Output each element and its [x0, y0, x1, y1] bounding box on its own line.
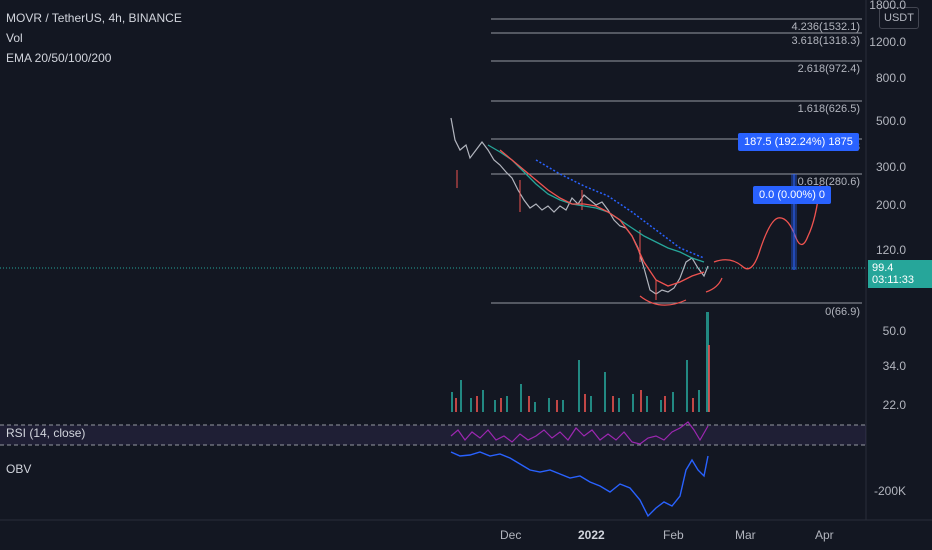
time-tick: Apr: [815, 528, 834, 542]
current-price-tag: 99.4 03:11:33: [868, 260, 932, 288]
price-tick: 50.0: [882, 324, 906, 338]
time-tick: Dec: [500, 528, 522, 542]
fib-label: 0.618(280.6): [797, 176, 860, 188]
time-tick: Feb: [663, 528, 684, 542]
price-tick: 500.0: [875, 114, 906, 128]
price-tick: 800.0: [875, 71, 906, 85]
fib-label: 3.618(1318.3): [791, 35, 861, 47]
fib-retracement[interactable]: [491, 18, 862, 304]
ema-legend[interactable]: EMA 20/50/100/200: [6, 51, 112, 65]
fib-label: 4.236(1532.1): [791, 21, 861, 33]
cup-arc: [639, 295, 687, 306]
price-tick: 200.0: [875, 198, 906, 212]
time-tick: 2022: [578, 528, 605, 542]
price-tick: 120.0: [875, 243, 906, 257]
projection-path[interactable]: [713, 184, 821, 270]
measure-label-upper[interactable]: 187.5 (192.24%) 1875: [738, 133, 859, 151]
vol-legend[interactable]: Vol: [6, 31, 23, 45]
rsi-legend[interactable]: RSI (14, close): [6, 426, 86, 440]
symbol-title[interactable]: MOVR / TetherUS, 4h, BINANCE: [6, 11, 182, 25]
volume-bars-red: [455, 345, 710, 412]
currency-button[interactable]: USDT: [879, 7, 919, 29]
obv-tick: -200K: [873, 484, 906, 498]
countdown-timer: 03:11:33: [872, 274, 915, 286]
rsi-band: [0, 425, 866, 445]
measure-label-lower[interactable]: 0.0 (0.00%) 0: [753, 186, 832, 204]
fib-label: 1.618(626.5): [797, 103, 860, 115]
price-tick: 1800.0: [869, 0, 906, 12]
current-price-value: 99.4: [872, 262, 894, 274]
handle-arc: [705, 277, 723, 293]
obv-line: [450, 451, 709, 518]
ema-50: [499, 149, 705, 287]
price-tick: 300.0: [875, 160, 906, 174]
candles: [456, 170, 657, 300]
ema-20: [487, 144, 705, 263]
time-tick: Mar: [735, 528, 756, 542]
fib-label: 0(66.9): [825, 306, 860, 318]
volume-bars: [451, 312, 709, 412]
ema-100: [535, 159, 705, 259]
price-tick: 1200.0: [869, 35, 906, 49]
price-tick: 34.0: [882, 359, 906, 373]
fib-label: 2.618(972.4): [797, 63, 860, 75]
obv-legend[interactable]: OBV: [6, 462, 32, 476]
rsi-line: [450, 421, 709, 445]
price-tick: 22.0: [882, 398, 906, 412]
